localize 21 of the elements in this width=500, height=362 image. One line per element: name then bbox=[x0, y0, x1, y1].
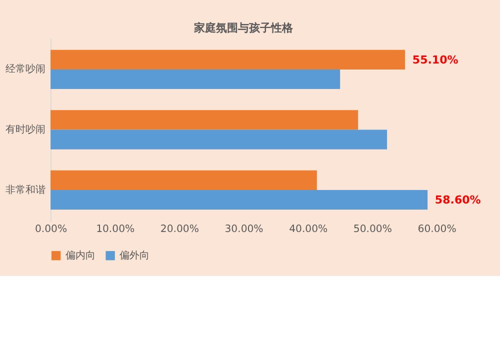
y-tick-label: 有时吵闹 bbox=[5, 123, 46, 136]
x-tick-label: 50.00% bbox=[353, 224, 392, 236]
bar bbox=[50, 69, 340, 90]
data-label: 55.10% bbox=[412, 53, 458, 66]
x-tick-label: 20.00% bbox=[160, 224, 200, 236]
bar bbox=[50, 110, 358, 130]
x-tick-label: 30.00% bbox=[224, 224, 264, 236]
legend-label: 偏内向 bbox=[65, 249, 96, 262]
legend-label: 偏外向 bbox=[119, 249, 150, 262]
bar bbox=[50, 190, 428, 210]
y-tick-label: 经常吵闹 bbox=[5, 63, 46, 76]
data-label: 58.60% bbox=[434, 193, 481, 206]
x-tick-label: 0.00% bbox=[34, 224, 68, 236]
y-tick-label: 非常和谐 bbox=[5, 184, 46, 196]
chart-title: 家庭氛围与孩子性格 bbox=[193, 21, 294, 34]
x-tick-label: 60.00% bbox=[418, 224, 457, 236]
x-tick-label: 40.00% bbox=[289, 224, 328, 236]
bar bbox=[50, 170, 317, 190]
x-tick-label: 10.00% bbox=[96, 224, 136, 236]
bar bbox=[50, 130, 388, 150]
bar bbox=[50, 50, 406, 70]
